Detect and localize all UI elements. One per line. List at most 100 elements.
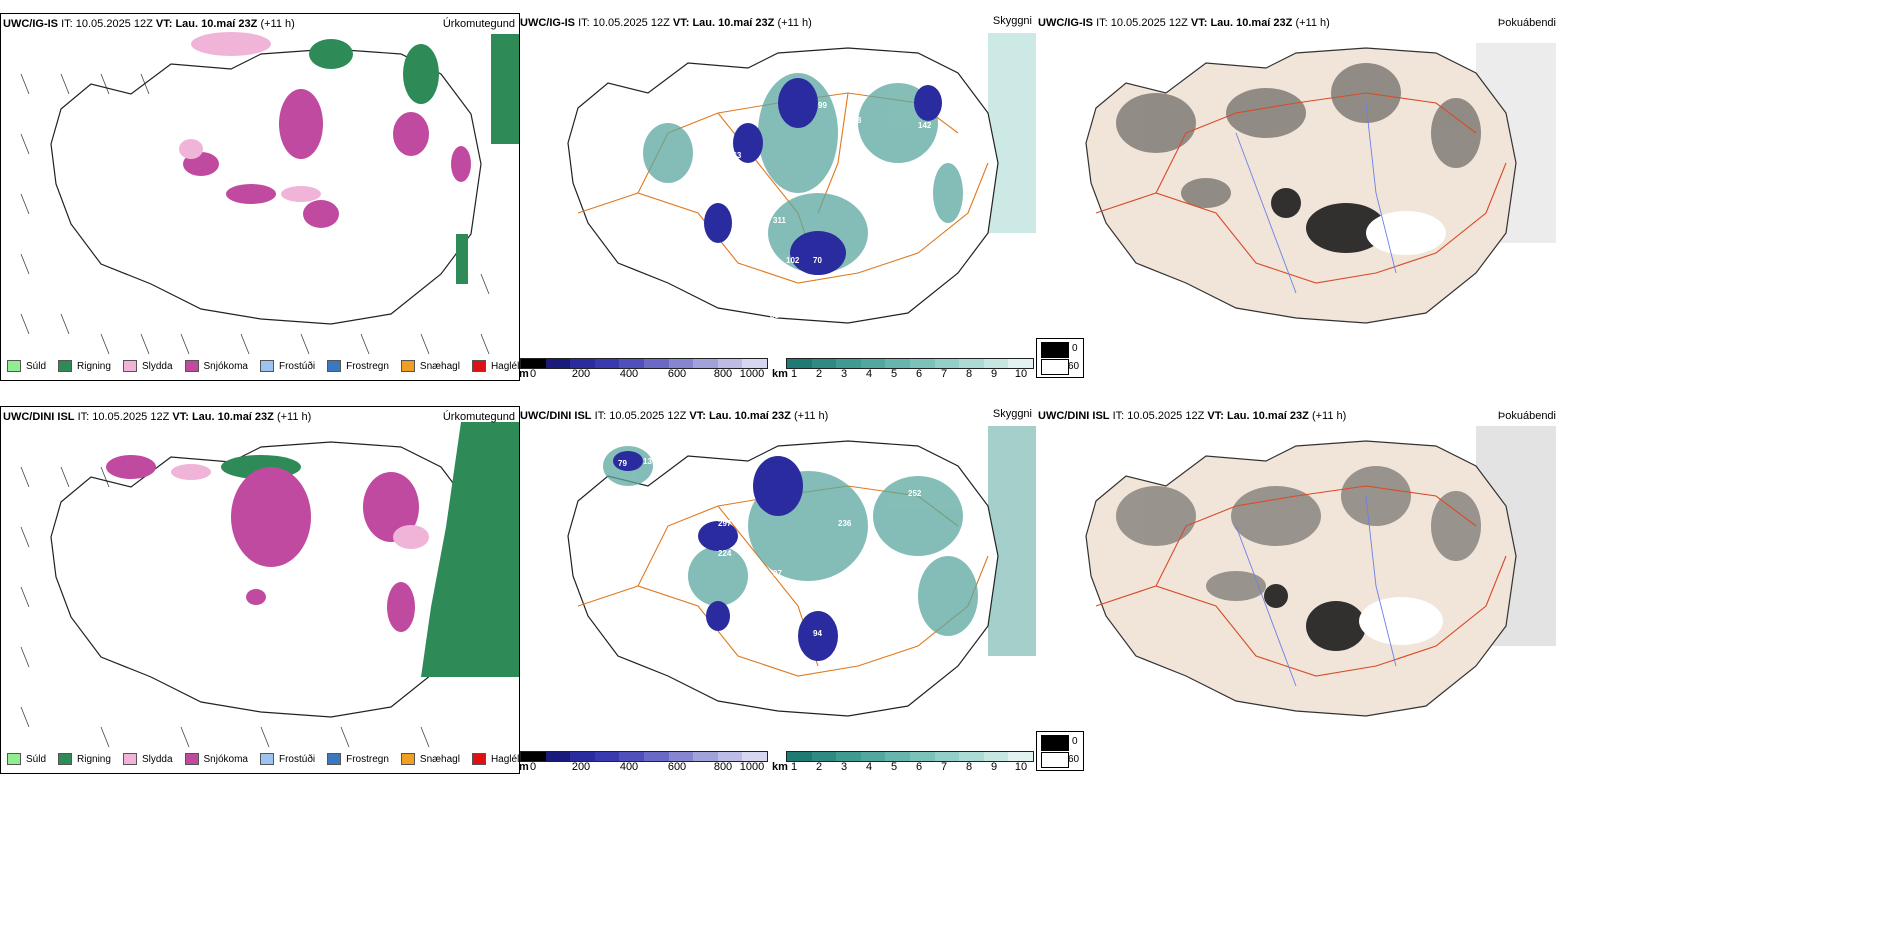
rivers [1235,495,1397,687]
rain-areas [309,34,519,284]
vt-value: Lau. 10.maí 23Z [191,411,274,423]
panel-header: UWC/DINI ISL IT: 10.05.2025 12Z VT: Lau.… [1038,410,1346,422]
panel-header: UWC/DINI ISL IT: 10.05.2025 12Z VT: Lau.… [520,410,828,422]
legend-swatch [122,360,137,372]
precip-legend: Súld Rigning Slydda Snjókoma Frostúði Fr… [7,360,520,372]
visibility-map-bottom: 79 139 297 224 98 97 126 94 401 252 236 [567,426,1036,717]
precip-type-panel-top: UWC/IG-IS IT: 10.05.2025 12Z VT: Lau. 10… [0,13,520,381]
visibility-map-top: 82 99 100 838 163 142 311 95 102 70 77 8… [567,33,1036,325]
fog-swatch [1041,735,1069,751]
vt-label: VT: [1207,410,1224,422]
km-tick: 10 [1014,368,1028,379]
vis-label: 126 [823,599,837,608]
km-tick: 9 [990,761,998,772]
legend-label: Rigning [77,360,111,372]
vis-label: 529 [1614,20,1630,30]
legend-swatch [58,360,73,372]
vis-label: 130 [1714,20,1730,30]
vis-label: 100 [858,71,872,80]
vis-label: 99 [818,101,827,110]
panel-title: Úrkomutegund [442,411,515,423]
legend-label: Haglél [490,360,520,372]
vis-label: 297 [718,519,732,528]
vis-label: 99 [1560,20,1571,30]
vis-label: 142 [918,121,932,130]
legend-item: Frostregn [327,360,389,372]
vis-label: 163 [728,151,742,160]
vt-label: VT: [672,17,690,29]
panel-header: UWC/DINI ISL IT: 10.05.2025 12Z VT: Lau.… [3,411,311,423]
legend-label: Frostregn [346,753,389,765]
legend-label: Snjókoma [203,753,248,765]
vis-label: 77 [748,316,757,325]
km-tick: 2 [815,368,823,379]
vis-label: 122 [1792,20,1808,30]
vis-label: 94 [813,629,822,638]
fog-clear-area [1366,211,1446,255]
lead-time: (+11 h) [260,18,295,30]
km-unit: km [772,761,788,772]
km-tick: 4 [865,368,873,379]
m-tick: 600 [667,368,687,379]
m-unit: m [519,761,529,772]
vt-value: Lau. 10.maí 23Z [1226,410,1309,422]
it-label: IT: [77,411,90,423]
fog-swatch [1041,359,1069,375]
legend-swatch [259,360,274,372]
precip-type-map-top [20,32,519,355]
fog-map-bottom [1085,426,1556,717]
it-label: IT: [1096,17,1108,29]
legend-swatch [184,360,199,372]
vis-label: 90 [1809,20,1820,30]
vt-value: Lau. 10.maí 23Z [175,18,258,30]
km-tick: 6 [915,368,923,379]
m-tick: 800 [713,368,733,379]
it-value: 10.05.2025 12Z [592,17,670,29]
km-unit: km [772,368,788,379]
m-tick: 800 [713,761,733,772]
fog-legend: 0 60 [1036,731,1084,771]
legend-label: Slydda [141,753,173,765]
km-tick: 8 [965,761,973,772]
vis-label: 81 [1601,20,1612,30]
legend-label: Snæhagl [419,753,460,765]
legend-swatch [471,753,486,765]
panel-title: Þokuábendi [1497,410,1556,422]
fog-legend-bottom: 60 [1068,754,1080,765]
legend-label: Slydda [141,360,173,372]
m-tick: 400 [619,368,639,379]
legend-label: Haglél [490,753,520,765]
vt-value: Lau. 10.maí 23Z [1210,17,1293,29]
vis-label: 98 [678,549,687,558]
km-tick: 9 [990,368,998,379]
m-tick: 1000 [739,368,765,379]
extra-vis-labels-bottom: 14 94 50 135 74 136 306 269 745 73 81 84… [1560,420,1890,431]
vt-value: Lau. 10.maí 23Z [708,410,791,422]
legend-item: Snjókoma [184,360,248,372]
legend-label: Frostúði [278,360,316,372]
lead-time: (+11 h) [777,17,812,29]
km-tick: 2 [815,761,823,772]
vis-label: 95 [758,261,767,270]
vis-label: 83 [770,311,779,320]
legend-item: Slydda [122,753,173,765]
vis-label: 73 [1697,420,1708,430]
vis-label: 252 [908,489,922,498]
legend-swatch [471,360,486,372]
km-tick: 5 [890,368,898,379]
vis-label: 224 [718,549,732,558]
m-tick: 1000 [739,761,765,772]
snow-areas [183,89,471,228]
road-network [1095,92,1507,284]
legend-swatch [259,753,274,765]
lead-time: (+11 h) [1295,17,1330,29]
m-tick: 200 [571,761,591,772]
it-label: IT: [61,18,73,30]
precip-type-map-bottom [20,422,519,748]
it-label: IT: [594,410,607,422]
km-tick: 3 [840,761,848,772]
low-visibility-m [613,451,838,661]
legend-label: Frostregn [346,360,389,372]
m-tick: 200 [571,368,591,379]
legend-item: Rigning [58,360,111,372]
